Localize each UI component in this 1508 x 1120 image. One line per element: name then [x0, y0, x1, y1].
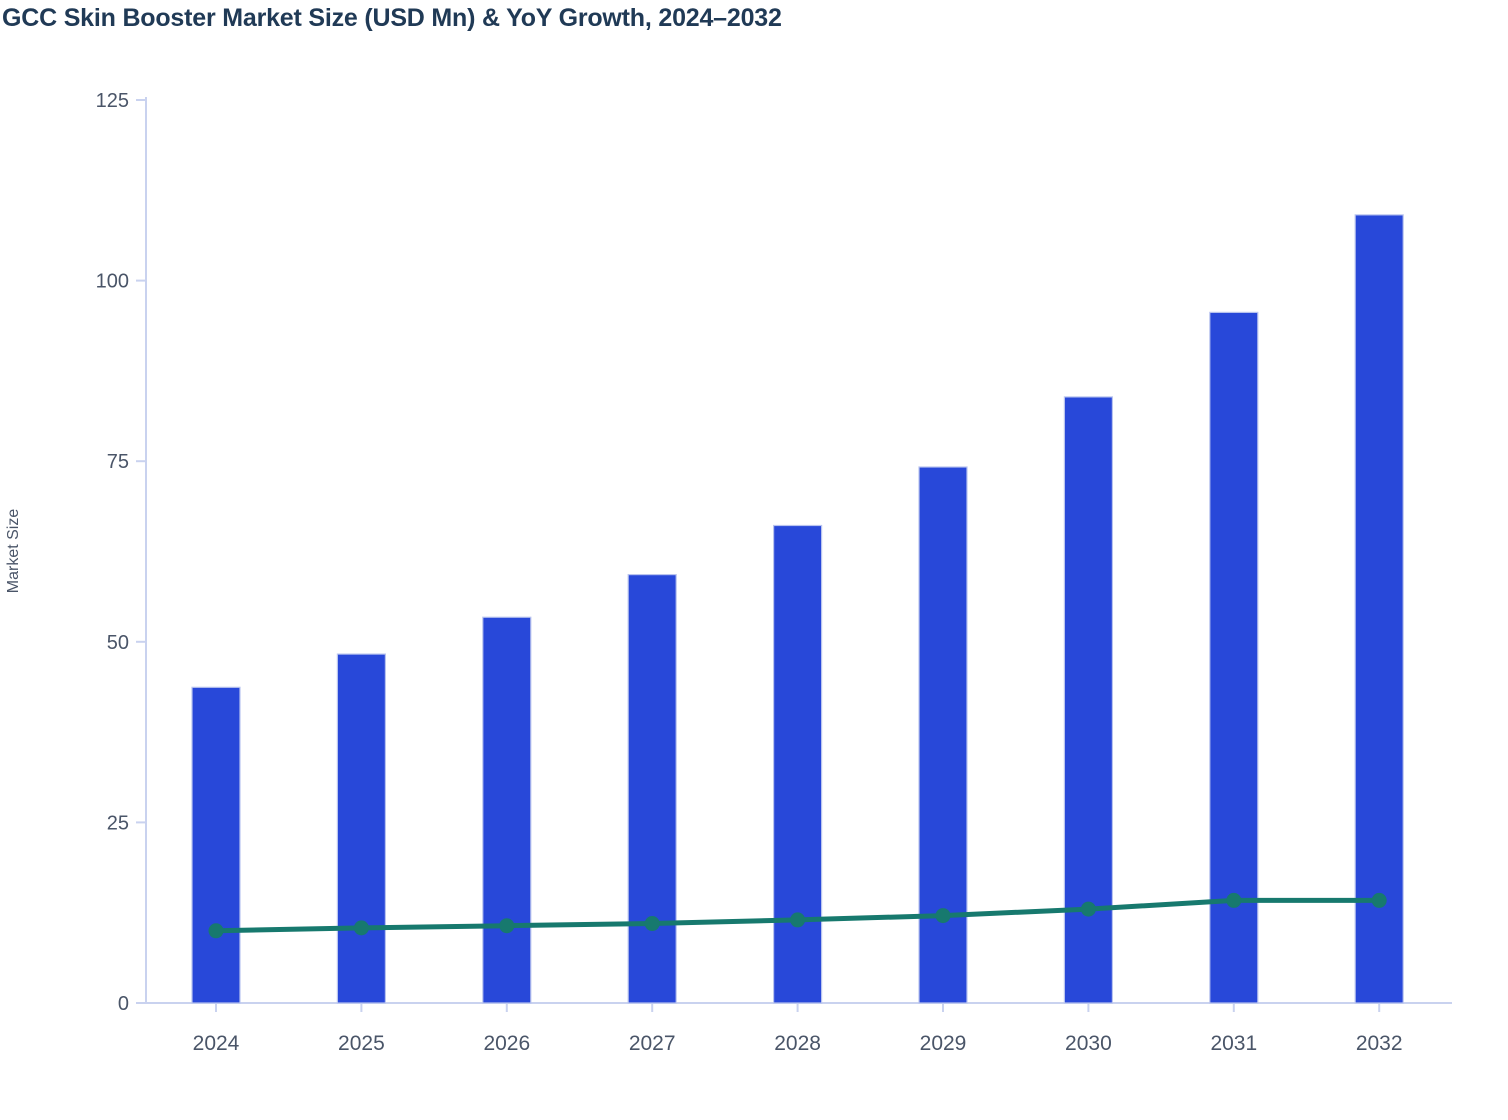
- y-axis-tick-label: 25: [107, 812, 129, 834]
- y-axis-tick-label: 0: [118, 993, 129, 1015]
- bar-2026: [482, 616, 532, 1004]
- y-axis-tick-label: 50: [107, 632, 129, 654]
- yoy-growth-marker-2028: [790, 912, 806, 928]
- yoy-growth-marker-2032: [1371, 892, 1387, 908]
- bar-2031: [1209, 311, 1259, 1004]
- yoy-growth-marker-2025: [353, 920, 369, 936]
- y-axis-title: Market Size: [5, 509, 22, 594]
- yoy-growth-marker-2024: [208, 923, 224, 939]
- bar-2028: [772, 524, 823, 1004]
- x-axis-tick-label: 2029: [920, 1032, 967, 1055]
- x-axis-tick-label: 2025: [338, 1032, 385, 1055]
- x-axis-tick-label: 2028: [774, 1032, 821, 1055]
- yoy-growth-marker-2026: [499, 918, 515, 934]
- x-axis-tick-label: 2031: [1210, 1032, 1257, 1055]
- chart-title: GCC Skin Booster Market Size (USD Mn) & …: [2, 4, 782, 32]
- yoy-growth-marker-2029: [935, 908, 951, 924]
- x-axis-tick-label: 2024: [193, 1032, 240, 1055]
- y-axis-tick-label: 100: [96, 271, 129, 293]
- bar-2032: [1354, 214, 1404, 1004]
- y-axis-tick-label: 125: [96, 90, 129, 112]
- yoy-growth-marker-2031: [1226, 892, 1242, 908]
- y-axis-tick-label: 75: [107, 451, 129, 473]
- bar-2025: [336, 653, 386, 1004]
- bar-2024: [191, 686, 241, 1004]
- yoy-growth-marker-2027: [644, 916, 660, 932]
- x-axis-tick-label: 2026: [483, 1032, 530, 1055]
- x-axis-tick-label: 2032: [1356, 1032, 1403, 1055]
- x-axis-tick-label: 2027: [629, 1032, 676, 1055]
- bar-2027: [627, 574, 677, 1004]
- yoy-growth-marker-2030: [1080, 901, 1096, 917]
- x-axis-tick-label: 2030: [1065, 1032, 1112, 1055]
